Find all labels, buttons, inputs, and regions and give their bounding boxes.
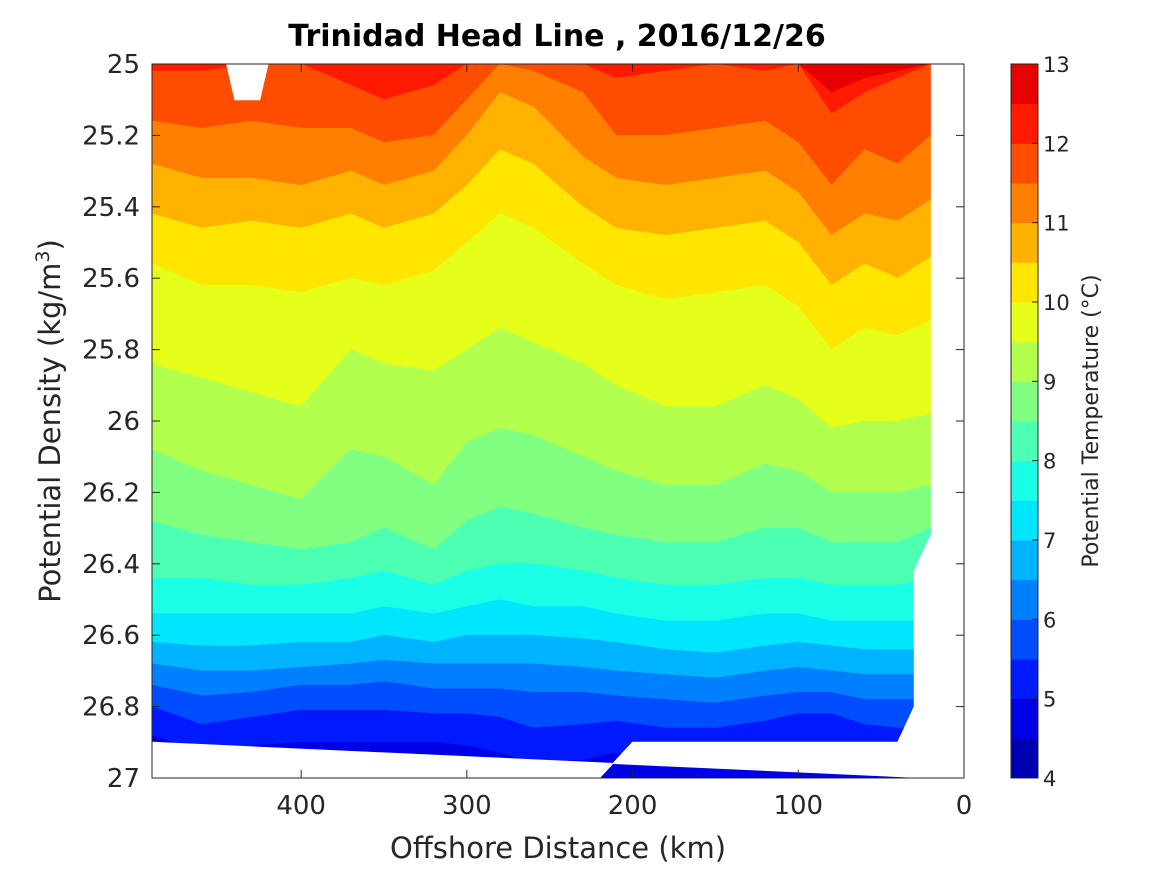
colorbar-segment [1011,64,1038,105]
colorbar-segment [1011,738,1038,779]
x-tick-label: 400 [276,791,326,821]
colorbar-tick-label: 6 [1043,608,1056,632]
colorbar-tick-label: 11 [1043,212,1070,236]
colorbar-segment [1011,302,1038,343]
y-tick-label: 26.2 [82,478,140,508]
colorbar-segment [1011,619,1038,660]
colorbar-segment [1011,500,1038,541]
x-tick-label: 300 [442,791,492,821]
y-axis-label-main: Potential Density (kg/m [33,263,67,603]
x-axis-label: Offshore Distance (km) [390,831,726,865]
x-axis: 400 300 200 100 0 [276,64,972,821]
colorbar-segment [1011,183,1038,224]
y-tick-label: 26.8 [82,693,140,723]
y-axis-label-sup: 3 [32,250,54,262]
x-tick-label: 200 [608,791,658,821]
x-tick-label: 0 [956,791,973,821]
y-tick-label: 25 [107,50,140,80]
missing-data-top-notch [226,64,269,101]
y-tick-label: 25.2 [82,121,140,151]
colorbar-tick-label: 10 [1043,291,1070,315]
y-tick-label: 27 [107,764,140,794]
colorbar-segment [1011,143,1038,184]
colorbar-tick-label: 9 [1043,370,1056,394]
colorbar-ticks: 4 5 6 7 8 9 10 11 12 13 [1032,53,1070,791]
y-tick-label: 26 [107,407,140,437]
y-axis-label: Potential Density (kg/m3) [32,239,67,603]
colorbar [1010,63,1039,779]
colorbar-segment [1011,381,1038,422]
colorbar-segment [1011,421,1038,462]
y-axis-label-close: ) [33,239,67,250]
colorbar-segment [1011,460,1038,501]
colorbar-tick-label: 7 [1043,529,1056,553]
y-tick-label: 26.4 [82,550,140,580]
y-tick-label: 26.6 [82,621,140,651]
colorbar-segment [1011,540,1038,581]
colorbar-tick-label: 12 [1043,132,1070,156]
colorbar-label: Potential Temperature (°C) [1079,274,1104,567]
plot-area [152,64,964,778]
colorbar-segment [1011,659,1038,700]
colorbar-tick-label: 13 [1043,53,1070,77]
y-tick-label: 25.6 [82,264,140,294]
y-tick-label: 25.4 [82,193,140,223]
colorbar-segment [1011,222,1038,263]
colorbar-tick-label: 8 [1043,450,1056,474]
colorbar-segment [1011,262,1038,303]
colorbar-segment [1011,698,1038,739]
colorbar-segment [1011,341,1038,382]
y-axis: 25 25.2 25.4 25.6 25.8 26 26.2 26.4 26.6 26.8 27 [82,50,964,794]
x-tick-label: 100 [773,791,823,821]
colorbar-segment [1011,103,1038,144]
chart-title: Trinidad Head Line , 2016/12/26 [288,19,825,54]
colorbar-tick-label: 4 [1043,767,1056,791]
colorbar-tick-label: 5 [1043,688,1056,712]
y-tick-label: 25.8 [82,336,140,366]
colorbar-segment [1011,579,1038,620]
colorbar-frame [1010,63,1039,779]
